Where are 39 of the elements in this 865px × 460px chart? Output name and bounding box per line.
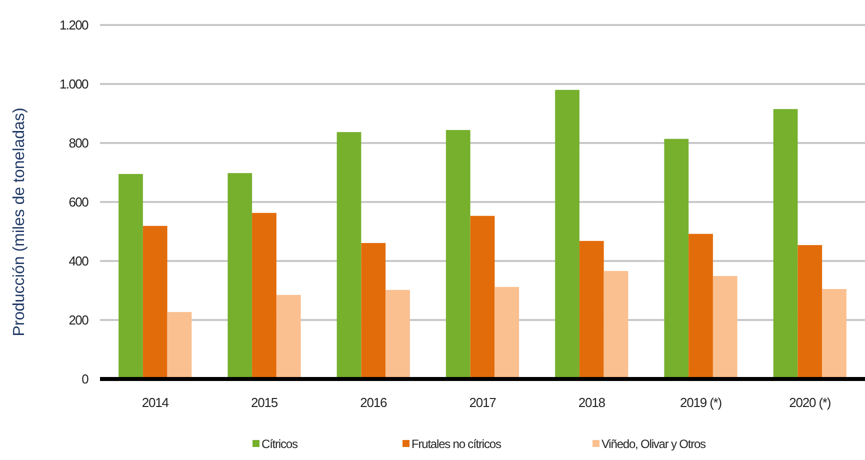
bar xyxy=(252,212,276,379)
bar xyxy=(386,290,410,379)
legend-label: Viñedo, Olivar y Otros xyxy=(602,437,706,451)
bar xyxy=(688,234,713,379)
bar xyxy=(446,130,470,379)
y-tick-label: 1.200 xyxy=(59,18,89,33)
y-tick-label: 800 xyxy=(68,136,89,151)
bar xyxy=(579,240,604,379)
y-axis-title: Producción (miles de toneladas) xyxy=(11,108,28,336)
bar xyxy=(798,245,822,379)
bar xyxy=(555,90,580,379)
bar xyxy=(773,109,798,379)
bar xyxy=(167,312,192,379)
y-tick-label: 0 xyxy=(82,372,89,387)
bar xyxy=(664,138,689,379)
y-tick-label: 1.000 xyxy=(59,76,89,92)
y-tick-label: 400 xyxy=(68,254,89,269)
x-tick-label: 2020 (*) xyxy=(789,395,831,410)
bar xyxy=(118,174,143,379)
y-tick-label: 600 xyxy=(68,194,89,210)
legend-label: Cítricos xyxy=(262,437,298,451)
x-tick-label: 2016 xyxy=(360,395,387,410)
legend-label: Frutales no cítricos xyxy=(412,437,502,451)
bar xyxy=(142,226,168,379)
bar xyxy=(228,173,252,379)
bar xyxy=(336,132,362,379)
bar xyxy=(712,276,738,379)
x-tick-label: 2014 xyxy=(142,395,169,410)
y-tick-label: 200 xyxy=(68,312,89,328)
bar xyxy=(494,286,520,379)
x-tick-label: 2019 (*) xyxy=(680,395,722,410)
x-tick-label: 2018 xyxy=(578,395,606,410)
bar xyxy=(361,243,386,379)
bar xyxy=(604,271,628,379)
bar xyxy=(822,289,846,379)
bar xyxy=(276,294,301,379)
bar xyxy=(470,216,495,379)
x-tick-label: 2017 xyxy=(469,395,496,410)
x-tick-label: 2015 xyxy=(250,395,278,410)
